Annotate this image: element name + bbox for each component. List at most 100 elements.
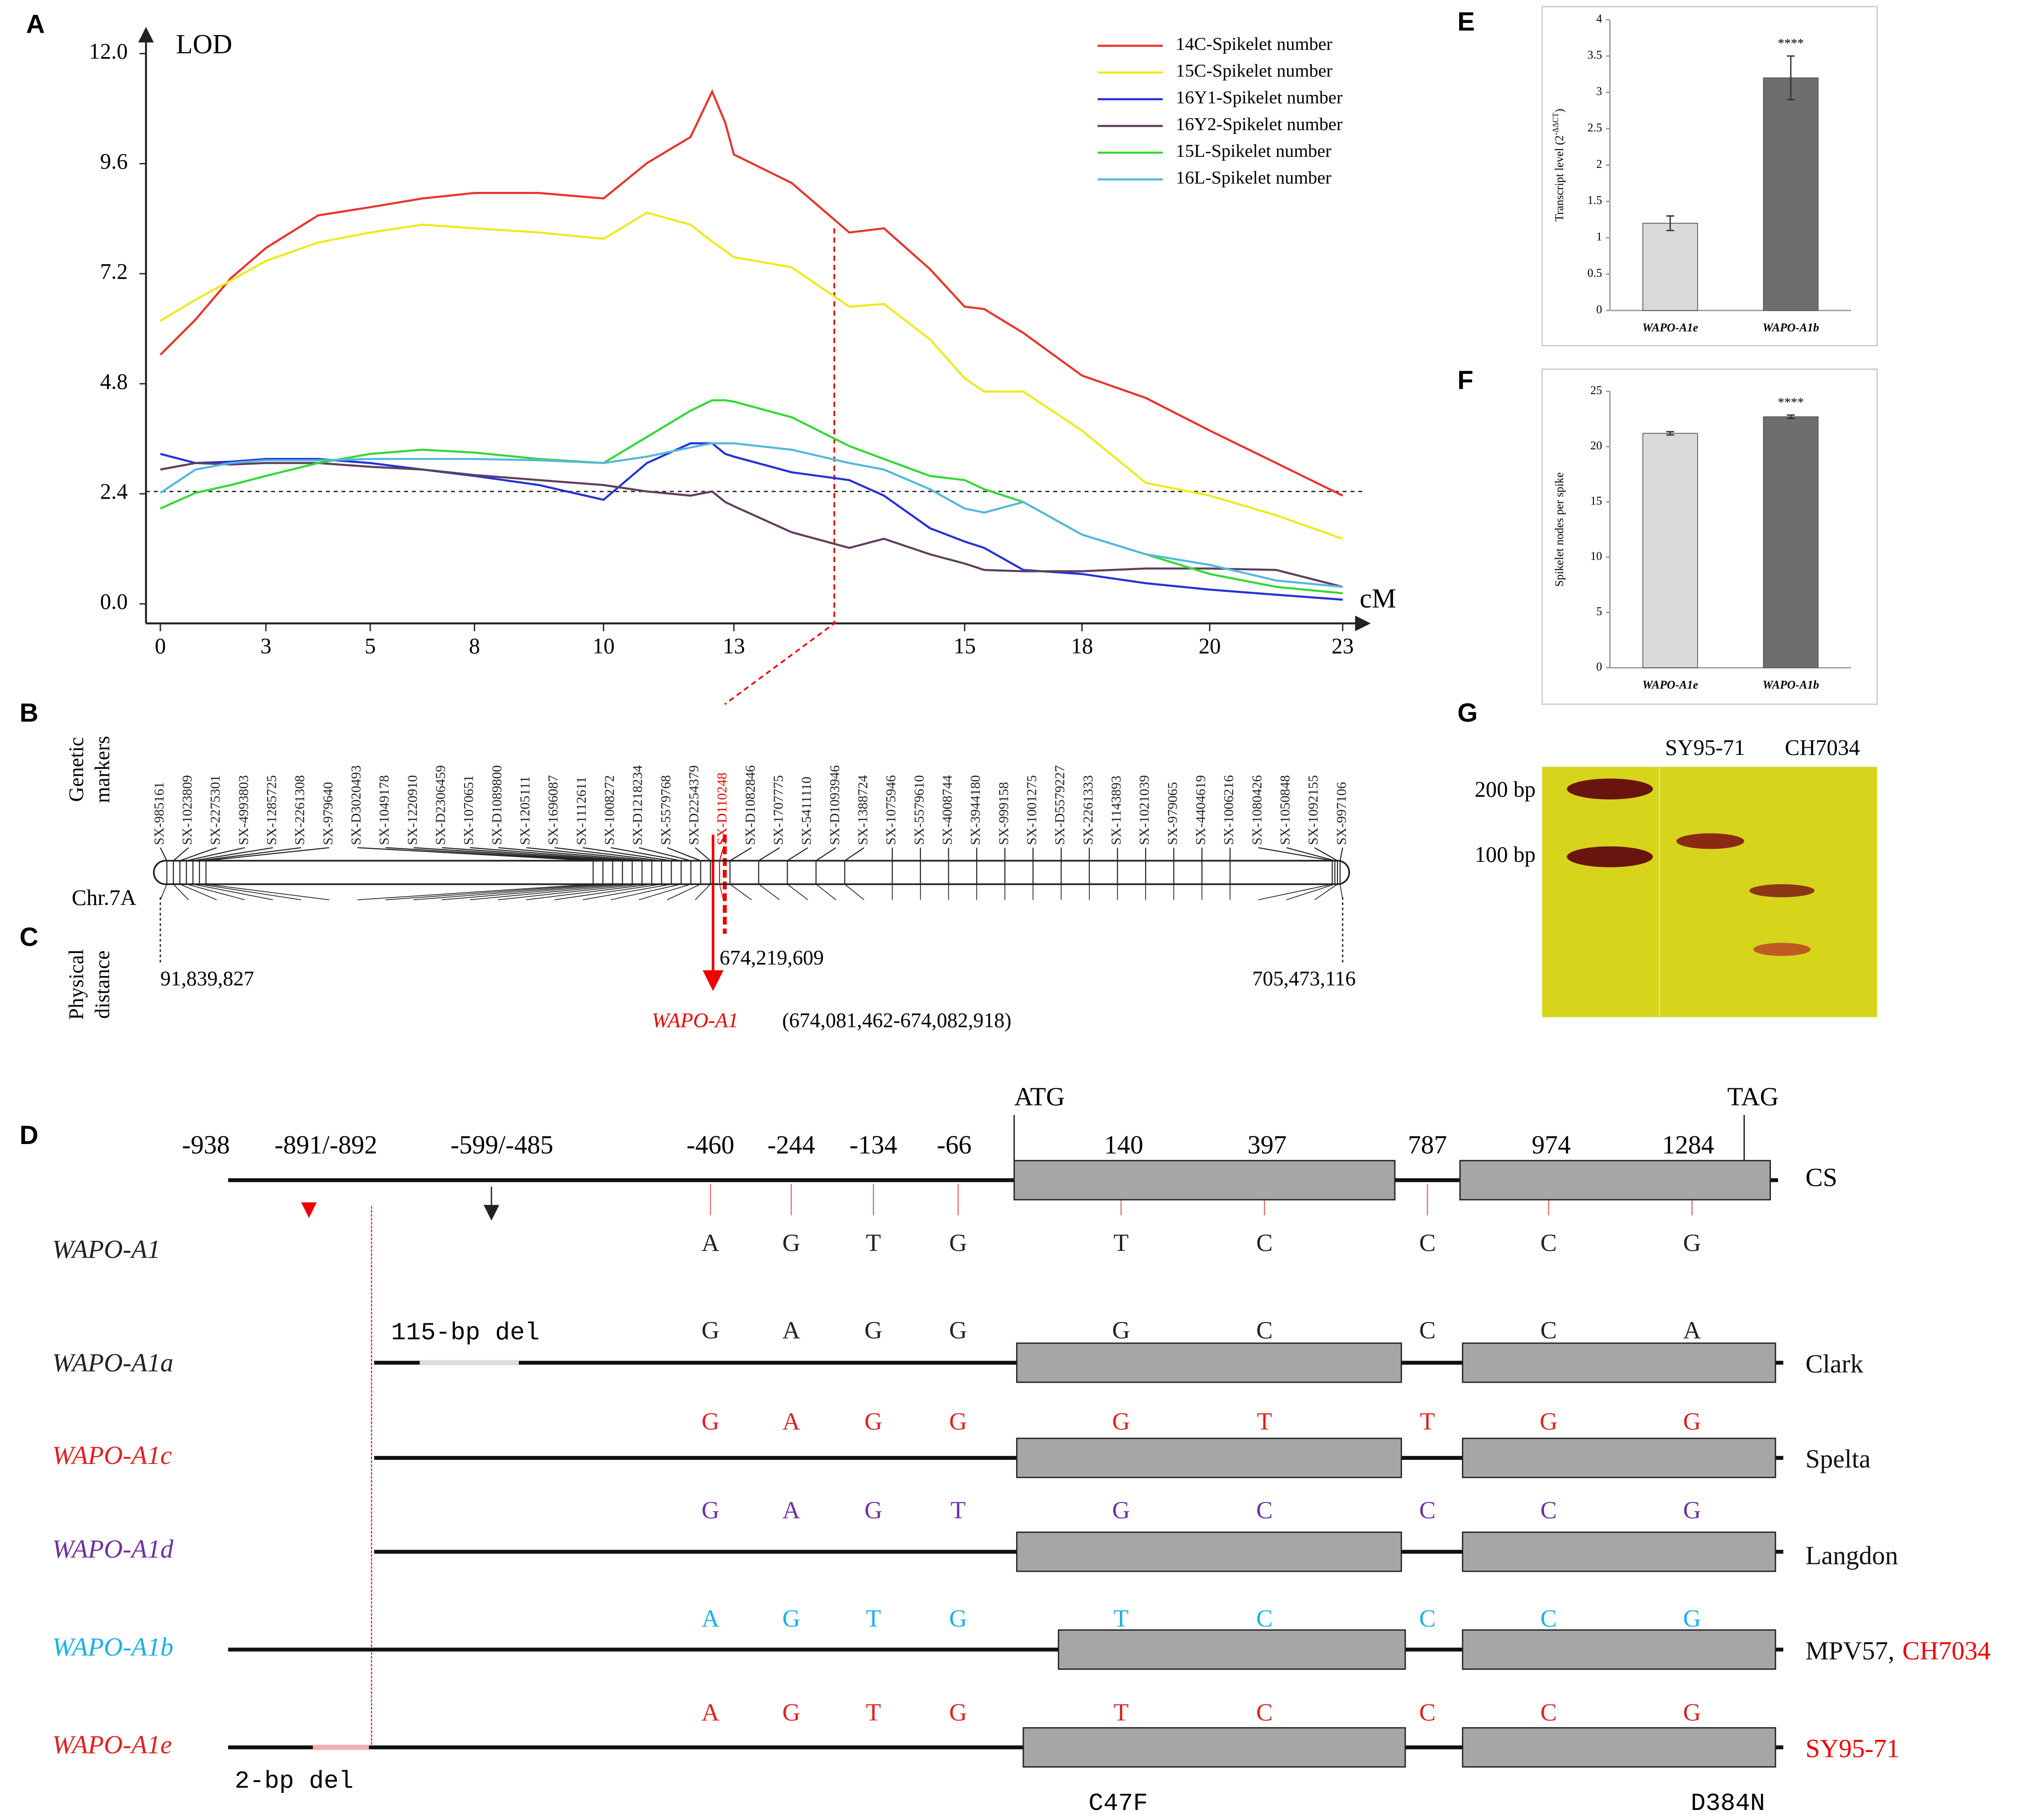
y-axis-label-part: Transcript level (2: [1553, 135, 1566, 222]
base: G: [949, 1605, 967, 1632]
marker-label: SX-985161: [151, 782, 167, 845]
position-label: -244: [767, 1130, 815, 1159]
base: T: [1114, 1699, 1129, 1726]
marker-label: SX-3944180: [968, 775, 983, 845]
marker-label: SX-4993803: [236, 775, 251, 845]
marker-label: SX-1205111: [518, 776, 533, 845]
base: G: [949, 1317, 967, 1344]
base: A: [782, 1408, 800, 1435]
panel-label: A: [26, 10, 45, 39]
base: C: [1256, 1699, 1273, 1726]
x-tick-label: WAPO-A1b: [1762, 679, 1819, 692]
lane-label: CH7034: [1785, 735, 1860, 760]
marker-link: [357, 847, 593, 861]
y-tick-label: 4.8: [100, 369, 128, 394]
base: G: [1540, 1408, 1557, 1435]
marker-link: [186, 883, 245, 900]
marker-label: SX-D1218234: [630, 765, 645, 845]
x-tick-label: 5: [365, 634, 376, 658]
marker-link: [844, 847, 865, 861]
marker-label: SX-D2254379: [686, 765, 702, 845]
base: G: [949, 1229, 967, 1256]
y-tick-label: 0: [1596, 303, 1602, 316]
marker-link: [730, 884, 752, 900]
y-tick-label: 0.5: [1588, 266, 1602, 279]
series-line: [160, 462, 1343, 588]
source-name: Spelta: [1805, 1445, 1871, 1474]
gel-band: [1676, 833, 1744, 849]
snp-arrow: [483, 1205, 500, 1221]
physical-position: 91,839,827: [160, 967, 254, 990]
codon-label: TAG: [1727, 1082, 1779, 1111]
y-axis-label-part: ): [1553, 109, 1566, 113]
y-tick-label: 7.2: [100, 259, 128, 284]
base: C: [1419, 1496, 1436, 1524]
marker-label: SX-1220910: [405, 775, 420, 845]
position-label: 974: [1532, 1130, 1571, 1159]
legend-label: 15C-Spikelet number: [1176, 61, 1332, 81]
marker-label: SX-1023809: [180, 775, 195, 845]
base: G: [1112, 1408, 1130, 1435]
base: A: [782, 1496, 800, 1524]
y-tick-label: 0: [1596, 660, 1602, 673]
marker-link: [1339, 847, 1343, 861]
panel-label: G: [1457, 698, 1478, 727]
marker-link: [844, 884, 865, 900]
gel-band: [1566, 846, 1653, 867]
legend-label: 15L-Spikelet number: [1176, 141, 1332, 161]
marker-link: [173, 847, 189, 861]
exon: [1022, 1727, 1406, 1768]
gene-name: WAPO-A1: [652, 1009, 739, 1032]
allele-name: WAPO-A1b: [52, 1632, 173, 1661]
marker-label: SX-1001275: [1024, 775, 1040, 845]
panel-frame: [1541, 368, 1878, 705]
marker-label: SX-1080426: [1249, 775, 1265, 845]
annotation: C47F: [1088, 1789, 1148, 1814]
series-line: [159, 399, 1343, 594]
marker-label: SX-1008272: [602, 775, 617, 845]
marker-label: SX-D110248: [714, 772, 730, 845]
bar: [1763, 416, 1819, 668]
marker-link: [1286, 883, 1335, 900]
x-tick-label: 8: [469, 634, 480, 658]
marker-label: SX-D5579227: [1052, 765, 1067, 845]
source-label: Spelta: [1805, 1445, 1871, 1474]
exon: [1462, 1342, 1776, 1383]
x-tick-label: WAPO-A1e: [1642, 679, 1699, 692]
y-tick-label: 15: [1590, 494, 1602, 507]
x-tick-label: 20: [1199, 634, 1221, 658]
base: C: [1419, 1699, 1436, 1726]
base: G: [1112, 1317, 1130, 1344]
exon: [1016, 1342, 1402, 1383]
source-label: Clark: [1805, 1349, 1864, 1379]
y-tick-label: 2.5: [1588, 121, 1602, 134]
marker-label: SX-4404619: [1193, 775, 1208, 845]
marker-label: SX-1285725: [264, 775, 279, 845]
allele-name: WAPO-A1d: [52, 1535, 174, 1564]
marker-link: [526, 883, 652, 900]
base: C: [1256, 1605, 1273, 1632]
base: G: [864, 1408, 882, 1435]
marker-link: [815, 847, 836, 861]
marker-link: [199, 883, 301, 900]
marker-link: [1258, 847, 1332, 861]
marker-label: SX-D2306459: [433, 765, 448, 845]
marker-link: [1314, 847, 1338, 861]
marker-link: [667, 847, 701, 861]
base: C: [1419, 1229, 1436, 1256]
marker-link: [180, 847, 217, 861]
y-tick-label: 0.0: [100, 589, 128, 614]
x-tick-label: 10: [593, 634, 615, 658]
marker-link: [1286, 847, 1335, 861]
marker-label: SX-1070651: [461, 775, 476, 845]
y-tick-label: 10: [1590, 550, 1602, 563]
marker-link: [815, 884, 836, 900]
allele-name: WAPO-A1: [52, 1234, 160, 1264]
exon: [1462, 1629, 1776, 1670]
series-line: [159, 89, 1343, 497]
position-label: -460: [686, 1130, 734, 1159]
marker-link: [638, 847, 691, 861]
marker-link: [160, 884, 168, 900]
x-tick-label: WAPO-A1b: [1762, 321, 1819, 334]
x-tick-label: WAPO-A1e: [1642, 321, 1699, 334]
